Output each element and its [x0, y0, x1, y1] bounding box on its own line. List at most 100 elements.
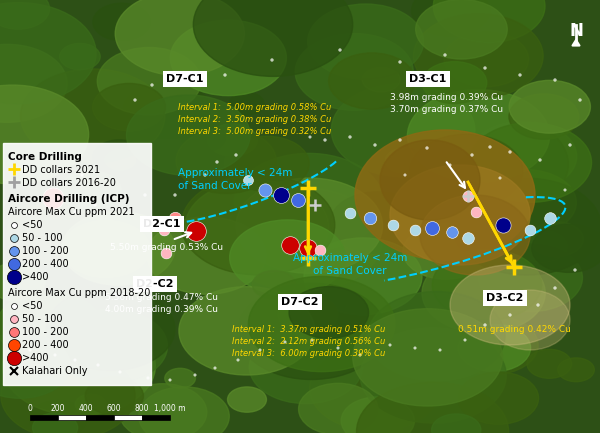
Point [388, 222, 398, 229]
Ellipse shape [0, 3, 96, 104]
Ellipse shape [403, 224, 488, 279]
Ellipse shape [509, 94, 579, 139]
Ellipse shape [0, 292, 101, 360]
Ellipse shape [60, 171, 121, 210]
Point [55, 152, 65, 158]
Point [422, 145, 432, 152]
Ellipse shape [478, 244, 583, 312]
Ellipse shape [368, 291, 505, 381]
Ellipse shape [330, 192, 425, 253]
Ellipse shape [410, 134, 523, 208]
Ellipse shape [331, 84, 475, 177]
Ellipse shape [1, 352, 135, 433]
Ellipse shape [530, 222, 583, 256]
Point [243, 177, 253, 184]
Point [293, 197, 303, 204]
Ellipse shape [2, 316, 155, 416]
Ellipse shape [433, 0, 545, 42]
Ellipse shape [181, 175, 335, 275]
Text: Aircore Max Cu ppm 2018-20: Aircore Max Cu ppm 2018-20 [8, 288, 151, 298]
Ellipse shape [59, 43, 100, 70]
Point [9, 222, 19, 229]
Ellipse shape [432, 249, 542, 320]
Point [190, 372, 200, 378]
Text: 0.51m grading 0.42% Cu: 0.51m grading 0.42% Cu [458, 326, 571, 335]
Bar [30, 415, 58, 420]
Ellipse shape [299, 383, 378, 433]
Ellipse shape [422, 61, 487, 103]
Ellipse shape [490, 290, 570, 350]
Ellipse shape [181, 123, 226, 152]
Point [498, 222, 508, 229]
Ellipse shape [229, 92, 264, 115]
Text: D3-C1: D3-C1 [409, 74, 446, 84]
Point [550, 284, 560, 291]
Text: DD collars 2016-20: DD collars 2016-20 [22, 178, 116, 188]
Bar [86, 415, 114, 420]
Text: 50 - 100: 50 - 100 [22, 314, 62, 324]
Ellipse shape [53, 309, 167, 383]
Ellipse shape [509, 81, 590, 133]
Text: Interval 1:  3.37m grading 0.51% Cu: Interval 1: 3.37m grading 0.51% Cu [232, 326, 385, 335]
Point [463, 235, 473, 242]
Ellipse shape [278, 295, 338, 333]
Text: DD collars 2021: DD collars 2021 [22, 165, 100, 175]
Text: D7-C1: D7-C1 [166, 74, 204, 84]
Ellipse shape [147, 217, 266, 294]
Point [395, 136, 405, 143]
Point [210, 365, 220, 372]
Ellipse shape [0, 263, 45, 301]
Point [9, 355, 19, 362]
Point [320, 136, 330, 143]
Point [233, 356, 243, 363]
Ellipse shape [97, 237, 133, 260]
Point [333, 345, 343, 352]
Ellipse shape [253, 271, 295, 299]
Ellipse shape [46, 287, 175, 371]
Text: 0: 0 [28, 404, 32, 413]
Point [315, 246, 325, 253]
Point [77, 171, 87, 178]
Text: <50: <50 [22, 220, 43, 230]
Ellipse shape [32, 413, 77, 433]
Text: 3.70m grading 0.37% Cu: 3.70m grading 0.37% Cu [390, 104, 503, 113]
Point [93, 362, 103, 368]
Point [410, 226, 420, 233]
Point [220, 71, 230, 78]
Text: 3.98m grading 0.39% Cu: 3.98m grading 0.39% Cu [390, 93, 503, 101]
Point [50, 352, 60, 359]
Text: Approximately < 24m
of Sand Cover: Approximately < 24m of Sand Cover [293, 253, 407, 276]
Ellipse shape [123, 82, 211, 139]
Ellipse shape [431, 414, 481, 433]
Point [395, 58, 405, 65]
Point [515, 71, 525, 78]
Point [25, 346, 35, 353]
Point [385, 342, 395, 349]
Ellipse shape [385, 148, 424, 173]
Text: D2-C1: D2-C1 [143, 219, 181, 229]
Point [276, 191, 286, 198]
Text: D2-C2: D2-C2 [136, 279, 174, 289]
Text: Interval 1:  5.00m grading 0.58% Cu: Interval 1: 5.00m grading 0.58% Cu [178, 103, 331, 113]
Ellipse shape [176, 129, 276, 194]
Ellipse shape [380, 140, 480, 220]
Ellipse shape [532, 224, 600, 272]
Point [9, 316, 19, 323]
Ellipse shape [248, 276, 395, 372]
Ellipse shape [475, 170, 577, 236]
Ellipse shape [356, 382, 509, 433]
Text: 800: 800 [135, 404, 149, 413]
Ellipse shape [558, 358, 595, 381]
Point [525, 226, 535, 233]
Point [191, 227, 201, 234]
Point [212, 158, 222, 165]
Text: 5.50m grading 0.53% Cu: 5.50m grading 0.53% Cu [110, 243, 223, 252]
Point [535, 157, 545, 164]
Ellipse shape [458, 372, 539, 424]
Ellipse shape [93, 3, 151, 41]
Point [9, 329, 19, 336]
Point [533, 301, 543, 308]
Ellipse shape [62, 212, 175, 285]
Point [410, 345, 420, 352]
Ellipse shape [353, 309, 502, 406]
